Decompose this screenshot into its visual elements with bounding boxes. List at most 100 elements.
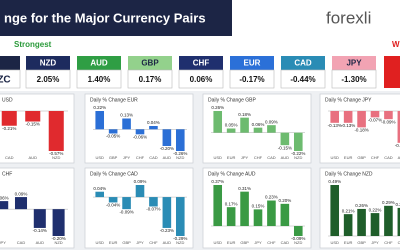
bar — [370, 111, 380, 118]
tile-body — [76, 69, 122, 89]
bar — [1, 111, 17, 126]
bar — [25, 111, 41, 122]
bar — [135, 129, 145, 135]
value-label: 0.06% — [0, 195, 9, 200]
category-label: CHF — [149, 240, 158, 245]
category-label: NZD — [176, 240, 184, 245]
value-label: -0.09% — [381, 119, 395, 124]
bar — [330, 111, 340, 123]
category-label: NZD — [54, 240, 62, 245]
tile-currency: AUD — [90, 59, 108, 68]
category-label: CAD — [267, 155, 276, 160]
category-label: GBP — [109, 155, 118, 160]
bar — [95, 191, 105, 198]
value-label: 0.05% — [225, 123, 238, 128]
chart-title: Daily % Change GBP — [208, 97, 256, 103]
bar — [149, 197, 158, 207]
value-label: -0.29% — [173, 236, 187, 241]
category-label: JPY — [241, 155, 249, 160]
value-label: -0.22% — [291, 151, 305, 156]
chart-panel — [319, 93, 400, 164]
chart-title: Daily % Change JPY — [325, 97, 372, 103]
category-label: GBP — [122, 240, 131, 245]
value-label: 0.20% — [278, 198, 291, 203]
category-label: EUR — [227, 240, 236, 245]
logo: forexli — [326, 8, 371, 27]
chart-title: CHF — [2, 171, 12, 177]
category-label: EUR — [227, 155, 236, 160]
category-label: GBP — [357, 240, 366, 245]
bar — [213, 185, 223, 227]
value-label: -0.18% — [354, 128, 368, 133]
legend-band — [0, 36, 400, 53]
tile-body — [178, 69, 224, 89]
value-label: -0.26% — [173, 151, 187, 156]
value-label: 0.09% — [15, 191, 28, 196]
bar — [357, 111, 366, 128]
category-label: EUR — [344, 240, 353, 245]
bar — [330, 185, 340, 236]
tile-header — [179, 56, 223, 70]
value-label: -0.13% — [328, 123, 342, 128]
weakest-label: W — [392, 40, 400, 49]
bar — [108, 129, 118, 134]
value-label: -0.14% — [33, 228, 47, 233]
category-label: AUD — [281, 155, 290, 160]
category-label: JPY — [123, 155, 131, 160]
category-label: CAD — [384, 155, 393, 160]
tile-body — [280, 69, 326, 89]
tile-value: -1.30% — [341, 75, 366, 84]
value-label: 0.31% — [238, 186, 251, 191]
chart-title: USD — [2, 97, 13, 103]
value-label: 0.23% — [265, 195, 278, 200]
bar — [343, 111, 353, 123]
value-label: 0.37% — [211, 179, 224, 184]
bar — [135, 185, 145, 198]
tile-currency: EUR — [244, 59, 261, 68]
category-label: NZD — [52, 155, 60, 160]
bar — [267, 200, 276, 227]
category-label: GBP — [357, 155, 366, 160]
value-label: 0.26% — [211, 105, 224, 110]
category-label: USD — [213, 155, 222, 160]
bar — [52, 209, 65, 236]
bar — [226, 128, 236, 133]
page-title: nge for the Major Currency Pairs — [4, 10, 206, 25]
strongest-label: Strongest — [14, 40, 52, 49]
value-label: -0.09% — [119, 209, 133, 214]
tile-header — [230, 56, 274, 70]
category-label: USD — [330, 240, 339, 245]
bar — [240, 117, 249, 133]
value-label: 0.04% — [147, 120, 160, 125]
value-label: -0.09% — [291, 236, 305, 241]
bar — [0, 201, 9, 210]
value-label: 0.27% — [395, 202, 400, 207]
value-label: 0.15% — [252, 204, 265, 209]
category-label: AUD — [163, 240, 172, 245]
category-label: NZD — [176, 155, 184, 160]
bar — [122, 197, 131, 210]
value-label: -0.35% — [395, 143, 400, 148]
value-label: 0.22% — [93, 105, 106, 110]
category-label: NZD — [294, 155, 302, 160]
tile-currency: JPY — [346, 59, 362, 68]
value-label: -0.15% — [278, 145, 292, 150]
value-label: 0.21% — [342, 208, 355, 213]
value-label: -0.07% — [368, 118, 382, 123]
chart-title: Daily % Change CAD — [90, 171, 138, 177]
bar — [162, 129, 172, 146]
bar — [267, 125, 276, 133]
category-label: CHF — [267, 240, 276, 245]
bar — [14, 197, 28, 210]
tile-value: 0.06% — [190, 75, 213, 84]
bar — [226, 207, 236, 227]
value-label: 0.22% — [369, 207, 382, 212]
value-label: -0.57% — [49, 151, 63, 156]
tile-value: -0.17% — [239, 75, 264, 84]
category-label: USD — [213, 240, 222, 245]
bar — [48, 111, 64, 151]
value-label: 0.09% — [134, 179, 147, 184]
tile-body — [127, 69, 173, 89]
bar — [253, 127, 263, 133]
